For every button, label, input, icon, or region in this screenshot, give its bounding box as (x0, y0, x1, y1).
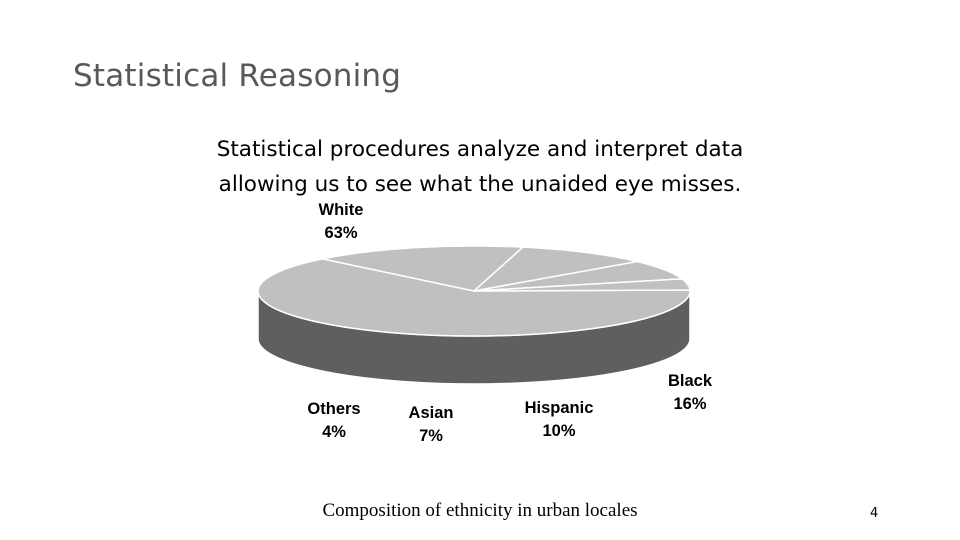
pie-top (257, 245, 691, 337)
slice-name: Others (307, 400, 360, 418)
slice-label-hispanic: Hispanic 10% (525, 399, 594, 440)
page-number: 4 (870, 506, 879, 521)
subtitle-line-2: allowing us to see what the unaided eye … (218, 172, 742, 197)
pie-slice-white (257, 258, 691, 337)
slice-name: Hispanic (525, 399, 594, 417)
slice-percent: 4% (322, 423, 346, 441)
pie-slice-others (473, 278, 691, 292)
slice-label-others: Others 4% (307, 400, 360, 441)
slice-percent: 16% (673, 395, 706, 413)
slide-subtitle: Statistical procedures analyze and inter… (160, 132, 800, 202)
slice-name: Black (668, 372, 713, 390)
slice-label-white: White 63% (319, 201, 364, 242)
slide-title: Statistical Reasoning (73, 58, 402, 94)
slice-percent: 10% (542, 422, 575, 440)
pie-slice-hispanic (473, 246, 639, 292)
subtitle-line-1: Statistical procedures analyze and inter… (216, 137, 744, 162)
slice-label-black: Black 16% (668, 372, 713, 413)
slice-percent: 7% (419, 427, 443, 445)
pie-slice-black (321, 245, 524, 292)
slice-percent: 63% (324, 224, 357, 242)
slice-label-asian: Asian 7% (409, 404, 454, 445)
slice-name: Asian (409, 404, 454, 422)
slice-name: White (319, 201, 364, 219)
pie-labels: White 63% Black 16% Hispanic 10% Asian 7% Others… (307, 201, 712, 445)
chart-caption: Composition of ethnicity in urban locale… (322, 500, 638, 521)
